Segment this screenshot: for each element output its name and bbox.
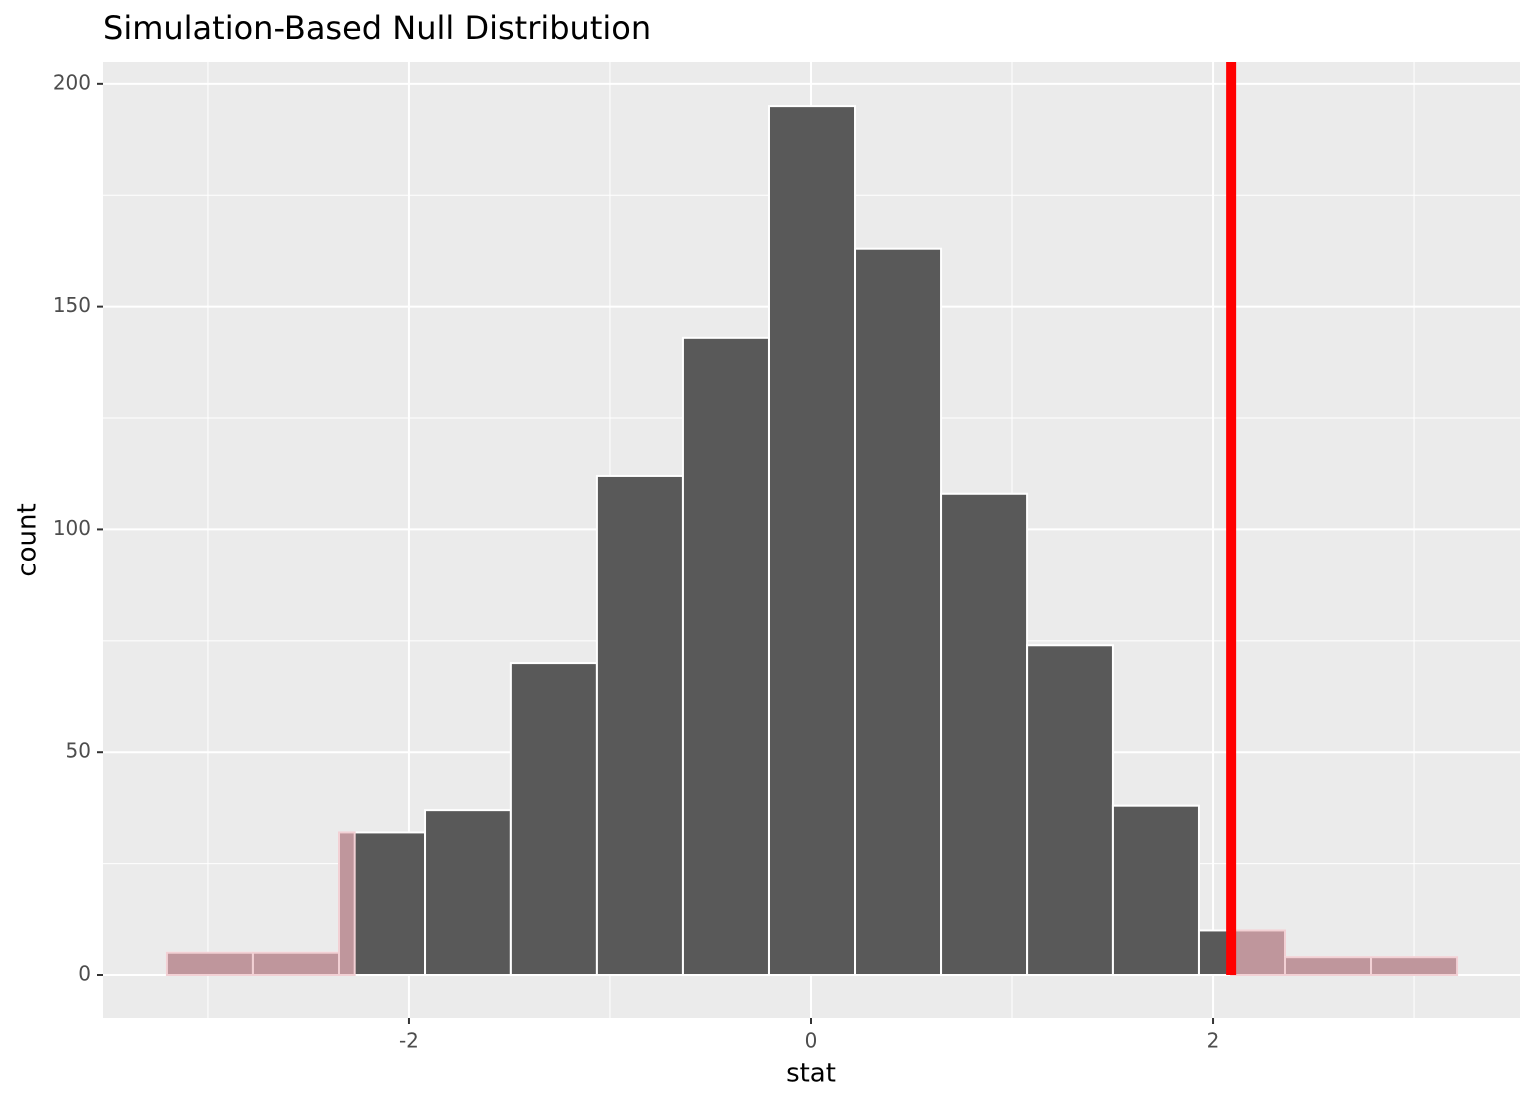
shaded-bar	[1230, 929, 1287, 977]
bar	[509, 662, 598, 977]
bar	[595, 474, 684, 977]
y-tick-label: 100	[53, 516, 91, 540]
bar	[854, 247, 943, 977]
bar	[424, 809, 512, 977]
bar	[681, 336, 770, 977]
x-axis-title: stat	[786, 1059, 836, 1089]
x-tick-label: 2	[1207, 1029, 1220, 1053]
y-tick-label: 200	[53, 70, 91, 94]
shaded-bar	[1284, 956, 1373, 977]
bar	[1111, 804, 1200, 977]
x-tick-label: 0	[805, 1029, 818, 1053]
shaded-bar	[251, 951, 340, 977]
chart-title: Simulation-Based Null Distribution	[103, 9, 651, 47]
y-tick-label: 0	[78, 962, 91, 986]
bar	[940, 492, 1029, 977]
x-tick-label: -2	[399, 1029, 419, 1053]
bar	[767, 105, 857, 977]
y-tick-label: 50	[66, 739, 91, 763]
y-tick-label: 150	[53, 293, 91, 317]
bar	[1026, 644, 1114, 977]
shaded-bar	[337, 831, 356, 977]
y-axis-title: count	[13, 503, 43, 576]
shaded-bar	[1370, 956, 1459, 977]
shaded-bar	[165, 951, 254, 977]
